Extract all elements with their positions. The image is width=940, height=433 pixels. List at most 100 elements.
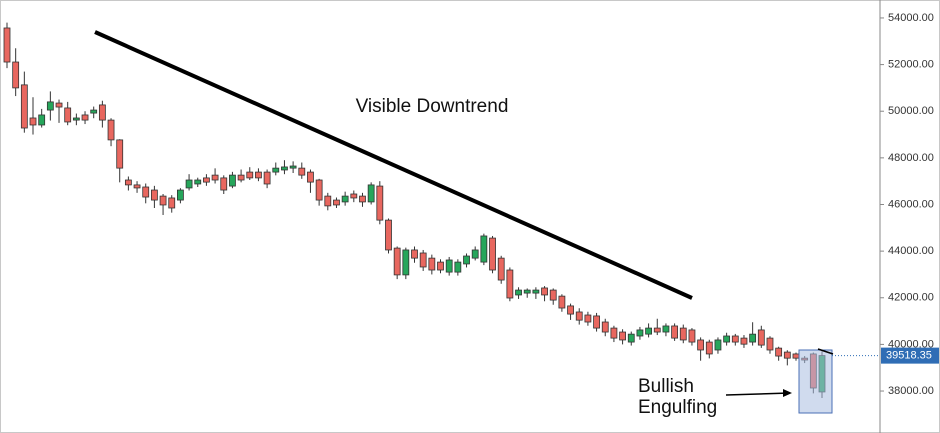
candle-body [367,184,375,203]
candle-body [393,247,401,276]
candle-body [237,174,245,181]
candle-body [246,171,254,179]
candle-body [558,295,566,309]
candle-body [662,325,670,333]
candle-body [359,195,366,203]
last-price-box [881,347,939,364]
candle-body [567,305,574,315]
candle-body [428,257,436,271]
candle-body [194,179,202,185]
candle-body [471,249,479,259]
annotation: Visible Downtrend [356,96,509,117]
y-tick-label: 46000.00 [888,198,934,210]
candle-body [627,333,635,343]
pattern-highlight [798,349,833,414]
candle-body [783,351,791,359]
candle-body [168,197,176,209]
candle-body [549,289,557,301]
y-tick-label: 44000.00 [888,245,934,257]
candle-body [402,249,410,276]
candle-body [64,107,72,123]
candle-body [124,179,132,186]
candle-body [749,333,757,343]
y-tick-label: 52000.00 [888,58,934,70]
candle-body [350,193,358,199]
candle-body [636,329,644,337]
candle-body [766,337,774,351]
y-tick-label: 54000.00 [888,12,934,24]
candle-body [72,117,80,121]
candle-body [411,249,418,259]
candle-body [229,174,236,187]
candle-body [315,179,323,201]
candle-body [307,171,314,183]
y-tick-label: 42000.00 [888,292,934,304]
candle-body [671,325,679,339]
candle-body [29,117,37,126]
candle-body [740,337,748,345]
candle-body [281,166,288,171]
candle-body [541,287,548,296]
candle-body [150,189,158,201]
arrow-head [783,389,792,397]
candle-body [593,315,600,329]
candle-body [90,109,98,114]
candle-body [341,195,349,203]
candle-body [757,329,765,346]
candle-body [185,179,193,189]
candle-body [298,167,306,176]
candle-body [159,195,167,206]
candle-body [263,171,271,185]
candle-body [385,219,392,251]
candle-body [203,177,210,183]
pattern-label: Bullish [638,376,694,397]
candle-body [12,61,20,89]
candle-body [211,174,219,181]
candle-body [523,289,531,294]
candle-body [255,171,262,179]
candle-body [723,335,731,343]
candle-body [333,199,340,206]
candle-body [324,195,332,207]
candle-body [98,104,106,121]
candle-body [610,327,618,339]
arrow [725,392,791,396]
candle-body [480,235,488,263]
candle-body [437,261,444,271]
candle-body [107,119,115,141]
candle-body [532,289,540,294]
candle-body [220,177,228,191]
candle-body [679,327,687,341]
y-tick-label: 48000.00 [888,152,934,164]
candle-body [515,289,522,296]
pattern-label: Engulfing [638,397,717,418]
candle-body [454,261,462,273]
candle-body [46,101,54,111]
candle-body [419,252,427,268]
candle-body [463,255,470,265]
candle-body [133,184,141,189]
last-price-label: 39518.35 [886,350,932,362]
candle-body [20,84,28,129]
candle-body [731,335,739,343]
candle-body [775,347,783,357]
candle-body [705,341,713,355]
candle-body [653,327,661,333]
candle-body [489,237,496,271]
candle-body [497,257,505,281]
candle-body [81,114,89,121]
candle-body [142,186,150,198]
candle-body [3,27,11,63]
candle-body [289,165,297,169]
candle-body [792,353,800,359]
y-tick-label: 50000.00 [888,105,934,117]
candle-body [714,339,722,351]
y-tick-label: 40000.00 [888,338,934,350]
candle-body [55,102,63,108]
candle-body [376,185,384,221]
candle-body [584,314,592,323]
arrow [817,348,834,355]
